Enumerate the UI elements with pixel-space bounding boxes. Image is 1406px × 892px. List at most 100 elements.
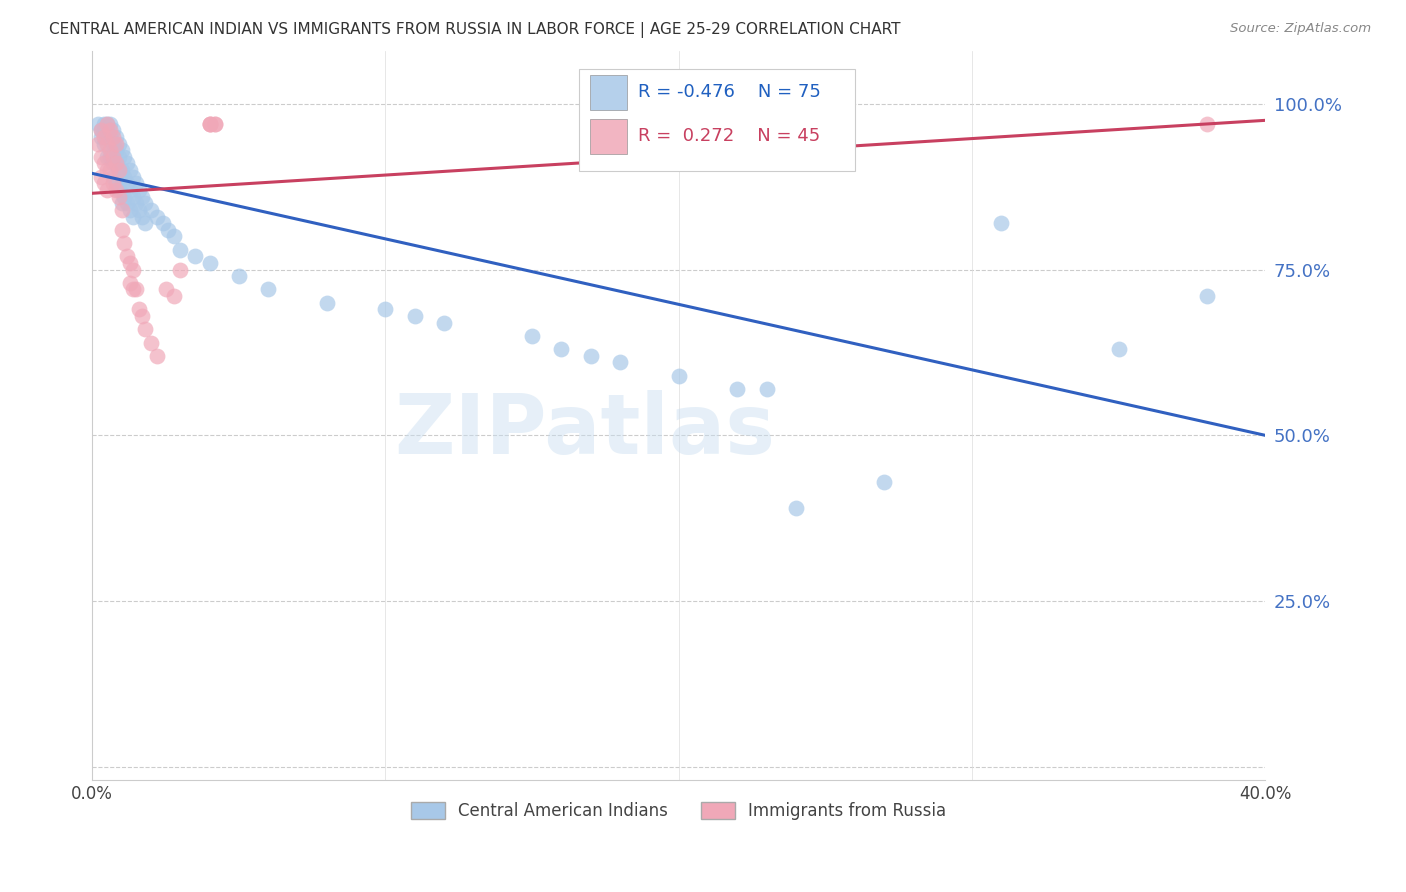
Point [755, 382, 778, 396]
Point [98, 117, 121, 131]
FancyBboxPatch shape [589, 120, 627, 153]
Point [184, 249, 207, 263]
Point [134, 216, 156, 230]
Point [152, 216, 174, 230]
Point [107, 163, 129, 178]
Point [374, 302, 396, 317]
Point [198, 256, 221, 270]
Point [990, 216, 1012, 230]
Point [98, 150, 121, 164]
Point [93, 117, 115, 131]
Point [114, 189, 136, 203]
Point [579, 349, 602, 363]
Point [1195, 117, 1218, 131]
Point [520, 329, 543, 343]
Point [204, 117, 226, 131]
Point [117, 249, 139, 263]
Point [96, 183, 118, 197]
Point [93, 129, 115, 144]
Point [114, 169, 136, 184]
Point [98, 163, 121, 178]
Point [101, 129, 124, 144]
Point [198, 117, 221, 131]
Point [139, 202, 162, 217]
Point [163, 229, 186, 244]
Point [96, 123, 118, 137]
Point [131, 309, 153, 323]
Point [93, 177, 115, 191]
Point [90, 123, 112, 137]
Point [104, 136, 127, 151]
Point [315, 295, 337, 310]
Point [228, 269, 250, 284]
Point [125, 177, 148, 191]
Point [104, 156, 127, 170]
Point [198, 117, 221, 131]
Point [117, 196, 139, 211]
Point [198, 117, 221, 131]
FancyBboxPatch shape [579, 69, 855, 171]
Point [114, 235, 136, 250]
Point [107, 136, 129, 151]
Point [204, 117, 226, 131]
Point [117, 177, 139, 191]
Point [90, 169, 112, 184]
Point [101, 136, 124, 151]
Point [114, 150, 136, 164]
Point [128, 183, 150, 197]
Point [163, 289, 186, 303]
Point [134, 322, 156, 336]
Point [90, 150, 112, 164]
Point [125, 283, 148, 297]
Point [96, 117, 118, 131]
Point [96, 150, 118, 164]
Point [131, 189, 153, 203]
Point [1108, 342, 1130, 356]
Point [98, 143, 121, 157]
Point [1195, 289, 1218, 303]
Point [107, 150, 129, 164]
Point [87, 117, 110, 131]
Point [727, 382, 749, 396]
Point [139, 335, 162, 350]
Point [134, 196, 156, 211]
Point [433, 316, 456, 330]
Point [90, 129, 112, 144]
Point [96, 163, 118, 178]
Text: R =  0.272    N = 45: R = 0.272 N = 45 [638, 127, 820, 145]
Text: Source: ZipAtlas.com: Source: ZipAtlas.com [1230, 22, 1371, 36]
Point [101, 169, 124, 184]
Point [110, 177, 132, 191]
Point [110, 143, 132, 157]
Point [90, 123, 112, 137]
Text: R = -0.476    N = 75: R = -0.476 N = 75 [638, 83, 821, 102]
Point [110, 196, 132, 211]
Point [668, 368, 690, 383]
Point [104, 183, 127, 197]
Point [145, 349, 167, 363]
Point [169, 262, 191, 277]
Point [120, 256, 142, 270]
Point [93, 156, 115, 170]
Point [110, 223, 132, 237]
Point [101, 156, 124, 170]
Point [873, 475, 896, 489]
Point [128, 202, 150, 217]
Point [120, 202, 142, 217]
Legend: Central American Indians, Immigrants from Russia: Central American Indians, Immigrants fro… [405, 795, 953, 827]
Point [131, 210, 153, 224]
Point [257, 283, 280, 297]
Point [404, 309, 426, 323]
Point [157, 223, 180, 237]
Point [98, 129, 121, 144]
Point [785, 501, 807, 516]
Point [107, 189, 129, 203]
Text: ZIPatlas: ZIPatlas [395, 390, 776, 471]
Point [101, 150, 124, 164]
Point [96, 117, 118, 131]
Point [104, 177, 127, 191]
Point [110, 163, 132, 178]
Point [96, 136, 118, 151]
Point [93, 123, 115, 137]
Point [104, 143, 127, 157]
